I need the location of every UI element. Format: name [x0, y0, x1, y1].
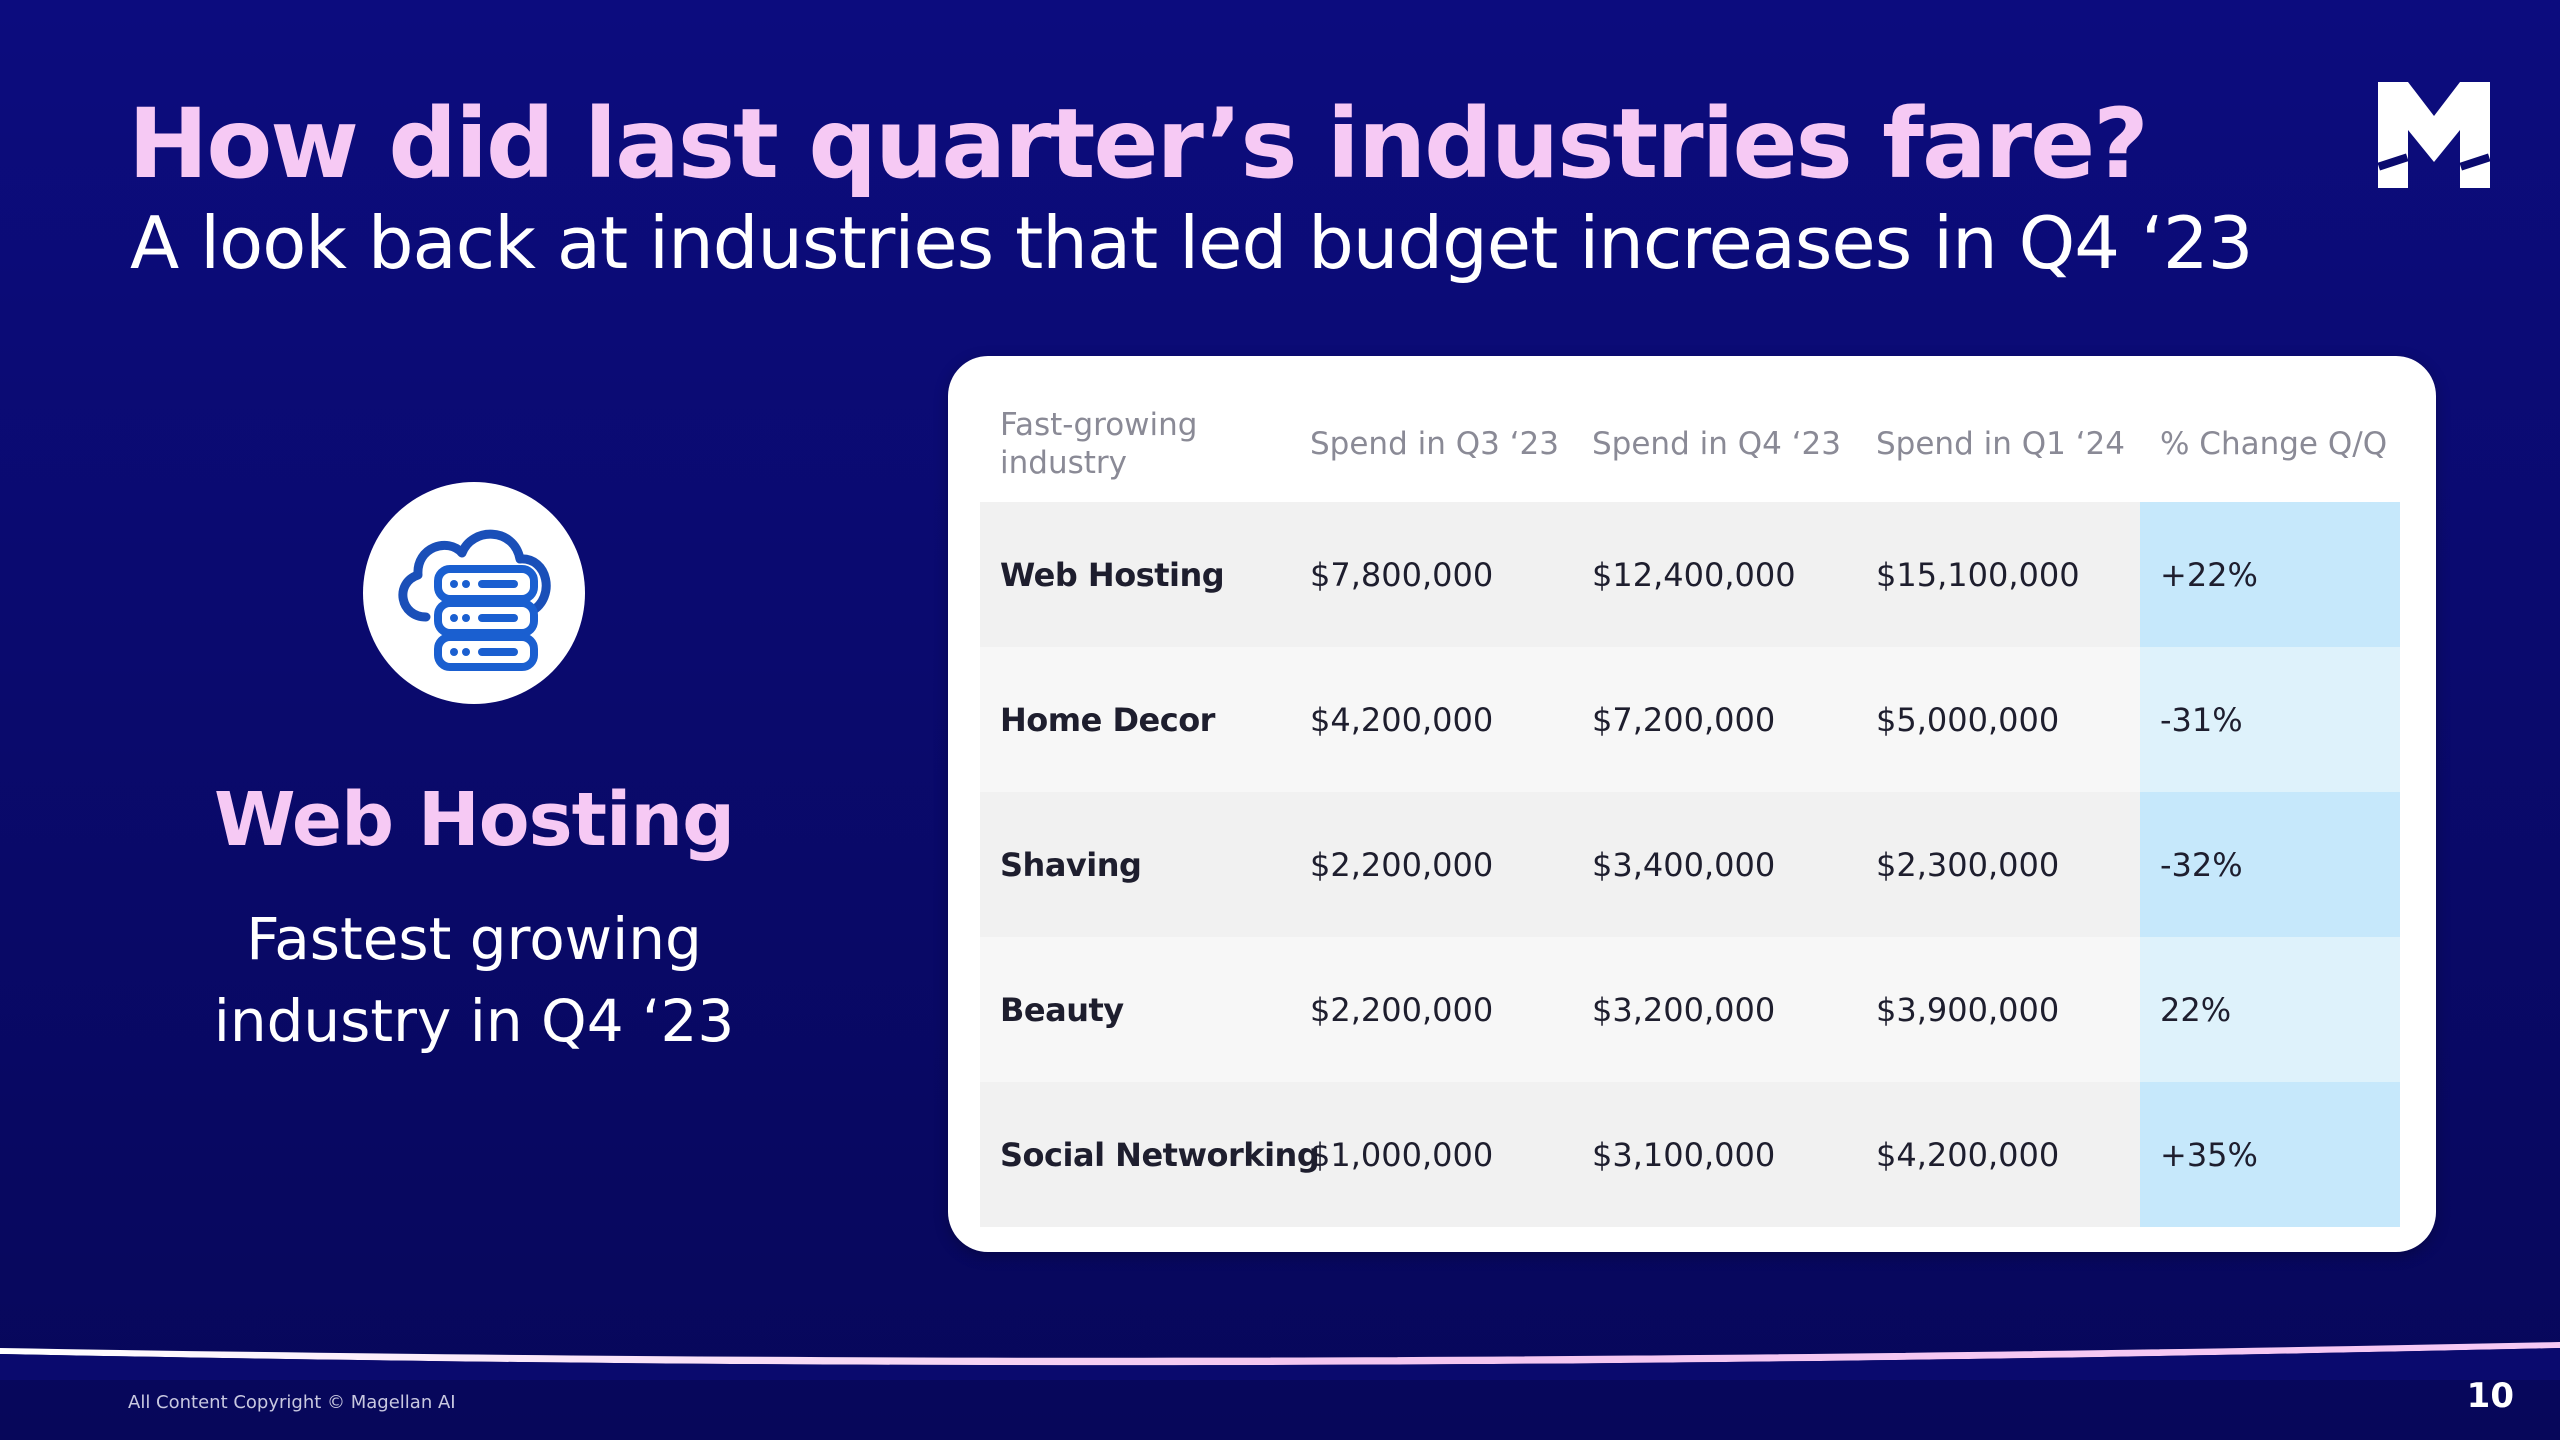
cell-spend-q4: $3,100,000	[1592, 1135, 1776, 1174]
table-row: Shaving $2,200,000 $3,400,000 $2,300,000…	[980, 792, 2400, 937]
footer-wave-decoration	[0, 1342, 2560, 1380]
page-subtitle: A look back at industries that led budge…	[130, 201, 2253, 285]
copyright-text: All Content Copyright © Magellan AI	[128, 1392, 456, 1413]
magellan-m-logo-icon	[2378, 82, 2490, 188]
highlight-subtitle-line1: Fastest growing	[246, 905, 702, 973]
cell-spend-q3: $2,200,000	[1310, 990, 1494, 1029]
industry-icon-badge	[363, 482, 585, 704]
table-row: Beauty $2,200,000 $3,200,000 $3,900,000 …	[980, 937, 2400, 1082]
cell-spend-q1: $5,000,000	[1876, 700, 2060, 739]
cell-percent-change: +35%	[2140, 1082, 2400, 1227]
highlight-subtitle-line2: industry in Q4 ‘23	[213, 987, 735, 1055]
table-header-row: Fast-growing industry Spend in Q3 ‘23 Sp…	[980, 386, 2400, 502]
cell-industry: Shaving	[1000, 845, 1142, 884]
table-row: Web Hosting $7,800,000 $12,400,000 $15,1…	[980, 502, 2400, 647]
header-spend-q1: Spend in Q1 ‘24	[1876, 426, 2125, 462]
cell-percent-change: +22%	[2140, 502, 2400, 647]
industry-spend-table: Fast-growing industry Spend in Q3 ‘23 Sp…	[980, 386, 2400, 1227]
page-number: 10	[2466, 1376, 2514, 1416]
cell-spend-q1: $15,100,000	[1876, 555, 2080, 594]
cell-spend-q4: $12,400,000	[1592, 555, 1796, 594]
header-spend-q4: Spend in Q4 ‘23	[1592, 426, 1841, 462]
industry-table-card: Fast-growing industry Spend in Q3 ‘23 Sp…	[948, 356, 2436, 1252]
cell-spend-q1: $4,200,000	[1876, 1135, 2060, 1174]
cell-spend-q1: $3,900,000	[1876, 990, 2060, 1029]
highlight-industry-subtitle: Fastest growing industry in Q4 ‘23	[130, 898, 818, 1062]
table-row: Social Networking $1,000,000 $3,100,000 …	[980, 1082, 2400, 1227]
cell-spend-q3: $2,200,000	[1310, 845, 1494, 884]
table-row: Home Decor $4,200,000 $7,200,000 $5,000,…	[980, 647, 2400, 792]
header-spend-q3: Spend in Q3 ‘23	[1310, 426, 1559, 462]
highlight-industry-title: Web Hosting	[213, 777, 735, 863]
header-percent-change: % Change Q/Q	[2160, 426, 2388, 462]
cell-industry: Home Decor	[1000, 700, 1215, 739]
cell-industry: Social Networking	[1000, 1135, 1320, 1174]
cell-percent-change: -31%	[2140, 647, 2400, 792]
cell-spend-q3: $4,200,000	[1310, 700, 1494, 739]
cell-percent-change: -32%	[2140, 792, 2400, 937]
cell-spend-q1: $2,300,000	[1876, 845, 2060, 884]
cell-industry: Beauty	[1000, 990, 1124, 1029]
cell-spend-q4: $7,200,000	[1592, 700, 1776, 739]
cell-spend-q4: $3,200,000	[1592, 990, 1776, 1029]
cell-spend-q3: $1,000,000	[1310, 1135, 1494, 1174]
cell-spend-q4: $3,400,000	[1592, 845, 1776, 884]
cell-industry: Web Hosting	[1000, 555, 1225, 594]
header-industry: Fast-growing industry	[1000, 407, 1198, 481]
cloud-server-icon	[398, 529, 551, 671]
cell-percent-change: 22%	[2140, 937, 2400, 1082]
page-title: How did last quarter’s industries fare?	[128, 88, 2149, 200]
cell-spend-q3: $7,800,000	[1310, 555, 1494, 594]
